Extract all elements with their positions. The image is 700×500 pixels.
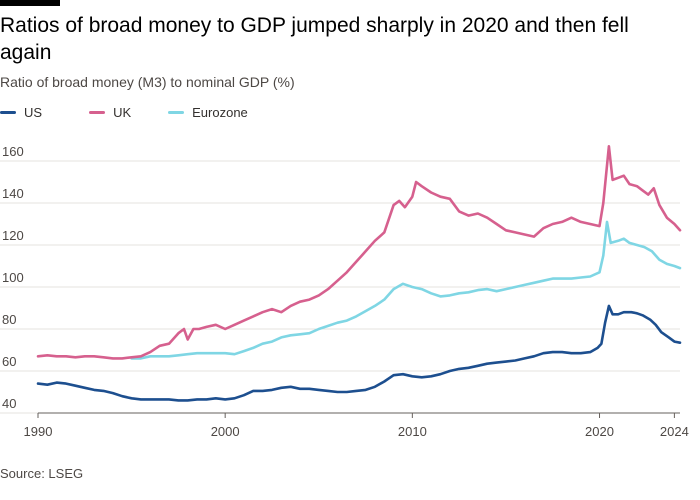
legend-swatch-us: [0, 111, 16, 114]
y-tick-label: 40: [2, 396, 16, 411]
gridlines: [0, 160, 680, 414]
y-tick-label: 100: [2, 270, 24, 285]
chart-subtitle: Ratio of broad money (M3) to nominal GDP…: [0, 74, 295, 90]
legend-swatch-uk: [89, 111, 106, 114]
legend-item-us: US: [0, 105, 42, 120]
y-tick-label: 160: [2, 144, 24, 159]
y-tick-label: 120: [2, 228, 24, 243]
legend-label-eurozone: Eurozone: [192, 105, 248, 120]
chart-legend: US UK Eurozone: [0, 105, 278, 120]
x-tick-label: 2020: [585, 424, 614, 439]
line-chart: 40 60 80 100 120 140 160 1990 2000 2010 2020 2024: [0, 144, 689, 439]
y-axis: 40 60 80 100 120 140 160: [2, 144, 24, 411]
y-tick-label: 140: [2, 186, 24, 201]
legend-item-eurozone: Eurozone: [168, 105, 248, 120]
series-line-us: [36, 304, 682, 402]
series-line-uk: [36, 145, 682, 360]
x-tick-label: 1990: [24, 424, 53, 439]
x-tick-label: 2000: [211, 424, 240, 439]
legend-item-uk: UK: [89, 105, 131, 120]
x-tick-label: 2024: [660, 424, 689, 439]
series-lines: [36, 145, 682, 402]
y-tick-label: 80: [2, 312, 16, 327]
legend-swatch-eurozone: [168, 111, 185, 114]
y-tick-label: 60: [2, 354, 16, 369]
legend-label-uk: UK: [113, 105, 132, 120]
legend-label-us: US: [24, 105, 43, 120]
source-note: Source: LSEG: [0, 466, 84, 481]
series-line-eurozone: [130, 220, 682, 360]
chart-title: Ratios of broad money to GDP jumped shar…: [0, 14, 629, 64]
x-axis: 1990 2000 2010 2020 2024: [24, 412, 689, 439]
brand-rule: [0, 0, 60, 6]
x-tick-label: 2010: [398, 424, 427, 439]
